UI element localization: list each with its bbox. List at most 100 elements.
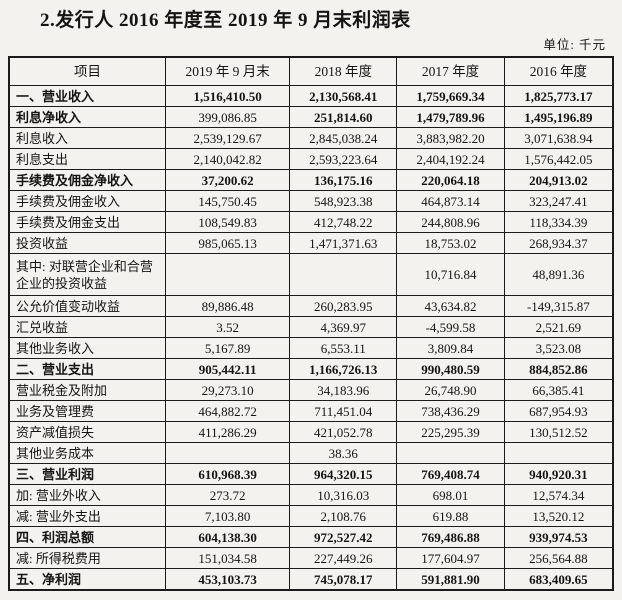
value-cell: 3,523.08 (503, 337, 614, 359)
table-row: 手续费及佣金净收入 37,200.62 136,175.16 220,064.18 20… (8, 169, 614, 191)
value-cell: 464,882.72 (164, 400, 291, 422)
value-cell: 769,486.88 (396, 526, 505, 548)
value-cell: 251,814.60 (289, 106, 398, 128)
table-row: 减: 营业外支出 7,103.80 2,108.76 619.88 13,520.12 (8, 505, 614, 527)
value-cell: 2,539,129.67 (164, 127, 291, 149)
table-row: 五、净利润 453,103.73 745,078.17 591,881.90 683,4… (8, 568, 614, 591)
value-cell: 225,295.39 (396, 421, 505, 443)
row-label: 减: 所得税费用 (8, 547, 166, 569)
value-cell: 939,974.53 (503, 526, 614, 548)
table-row: 资产减值损失 411,286.29 421,052.78 225,295.39 130,… (8, 421, 614, 443)
column-header-4: 2016 年度 (503, 56, 614, 86)
row-label: 一、营业收入 (8, 85, 166, 107)
value-cell: 6,553.11 (289, 337, 398, 359)
value-cell: 1,495,196.89 (503, 106, 614, 128)
table-row: 汇兑收益 3.52 4,369.97 -4,599.58 2,521.69 (8, 316, 614, 338)
row-label: 三、营业利润 (8, 463, 166, 485)
row-label: 其中: 对联营企业和合营企业的投资收益 (8, 253, 166, 296)
value-cell: 412,748.22 (289, 211, 398, 233)
value-cell: 3,071,638.94 (503, 127, 614, 149)
value-cell: 26,748.90 (396, 379, 505, 401)
value-cell: 940,920.31 (503, 463, 614, 485)
value-cell: 683,409.65 (503, 568, 614, 591)
value-cell: 1,471,371.63 (289, 232, 398, 254)
value-cell: 220,064.18 (396, 169, 505, 191)
value-cell: 548,923.38 (289, 190, 398, 212)
value-cell: 399,086.85 (164, 106, 291, 128)
row-label: 利息收入 (8, 127, 166, 149)
row-label: 营业税金及附加 (8, 379, 166, 401)
value-cell: 5,167.89 (164, 337, 291, 359)
value-cell: 964,320.15 (289, 463, 398, 485)
row-label: 汇兑收益 (8, 316, 166, 338)
row-label: 利息支出 (8, 148, 166, 170)
value-cell: 43,634.82 (396, 295, 505, 317)
table-row: 利息支出 2,140,042.82 2,593,223.64 2,404,192.24… (8, 148, 614, 170)
row-label: 二、营业支出 (8, 358, 166, 380)
value-cell: 411,286.29 (164, 421, 291, 443)
table-header: 项目 2019 年 9 月末 2018 年度 2017 年度 2016 年度 (8, 56, 614, 86)
row-label: 五、净利润 (8, 568, 166, 591)
value-cell: 3,883,982.20 (396, 127, 505, 149)
value-cell: 37,200.62 (164, 169, 291, 191)
value-cell: 89,886.48 (164, 295, 291, 317)
value-cell: 29,273.10 (164, 379, 291, 401)
value-cell: 884,852.86 (503, 358, 614, 380)
table-row: 其他业务收入 5,167.89 6,553.11 3,809.84 3,523.08 (8, 337, 614, 359)
value-cell: 273.72 (164, 484, 291, 506)
value-cell: 769,408.74 (396, 463, 505, 485)
value-cell: 66,385.41 (503, 379, 614, 401)
column-header-1: 2019 年 9 月末 (164, 56, 291, 86)
table-row: 投资收益 985,065.13 1,471,371.63 18,753.02 268,9… (8, 232, 614, 254)
value-cell: 130,512.52 (503, 421, 614, 443)
value-cell: 604,138.30 (164, 526, 291, 548)
value-cell (503, 442, 614, 464)
value-cell: 18,753.02 (396, 232, 505, 254)
value-cell: 151,034.58 (164, 547, 291, 569)
unit-label: 单位: 千元 (543, 38, 606, 52)
value-cell: 687,954.93 (503, 400, 614, 422)
value-cell: 698.01 (396, 484, 505, 506)
value-cell: 7,103.80 (164, 505, 291, 527)
table-row: 三、营业利润 610,968.39 964,320.15 769,408.74 940,… (8, 463, 614, 485)
value-cell: 3.52 (164, 316, 291, 338)
value-cell (289, 253, 398, 296)
value-cell: 1,576,442.05 (503, 148, 614, 170)
row-label: 投资收益 (8, 232, 166, 254)
row-label: 减: 营业外支出 (8, 505, 166, 527)
value-cell: 136,175.16 (289, 169, 398, 191)
value-cell: 2,593,223.64 (289, 148, 398, 170)
value-cell: 745,078.17 (289, 568, 398, 591)
value-cell: 1,516,410.50 (164, 85, 291, 107)
table-row: 其他业务成本 38.36 (8, 442, 614, 464)
value-cell: 610,968.39 (164, 463, 291, 485)
value-cell: 13,520.12 (503, 505, 614, 527)
value-cell (396, 442, 505, 464)
value-cell: 1,479,789.96 (396, 106, 505, 128)
value-cell: 4,369.97 (289, 316, 398, 338)
value-cell: 990,480.59 (396, 358, 505, 380)
value-cell: 2,521.69 (503, 316, 614, 338)
value-cell: 204,913.02 (503, 169, 614, 191)
value-cell: 10,316.03 (289, 484, 398, 506)
value-cell: 2,130,568.41 (289, 85, 398, 107)
value-cell: 2,404,192.24 (396, 148, 505, 170)
value-cell: 145,750.45 (164, 190, 291, 212)
table-row: 手续费及佣金收入 145,750.45 548,923.38 464,873.14 32… (8, 190, 614, 212)
row-label: 利息净收入 (8, 106, 166, 128)
value-cell: -4,599.58 (396, 316, 505, 338)
row-label: 公允价值变动收益 (8, 295, 166, 317)
value-cell: 10,716.84 (396, 253, 505, 296)
value-cell: 2,108.76 (289, 505, 398, 527)
value-cell: 2,845,038.24 (289, 127, 398, 149)
table-row: 公允价值变动收益 89,886.48 260,283.95 43,634.82 -149… (8, 295, 614, 317)
table-body: 一、营业收入 1,516,410.50 2,130,568.41 1,759,669.… (8, 85, 614, 591)
column-header-0: 项目 (8, 56, 166, 86)
value-cell: -149,315.87 (503, 295, 614, 317)
value-cell: 256,564.88 (503, 547, 614, 569)
value-cell: 711,451.04 (289, 400, 398, 422)
value-cell: 244,808.96 (396, 211, 505, 233)
table-row: 减: 所得税费用 151,034.58 227,449.26 177,604.97 25… (8, 547, 614, 569)
value-cell: 1,759,669.34 (396, 85, 505, 107)
table-row: 利息净收入 399,086.85 251,814.60 1,479,789.96 1,4… (8, 106, 614, 128)
